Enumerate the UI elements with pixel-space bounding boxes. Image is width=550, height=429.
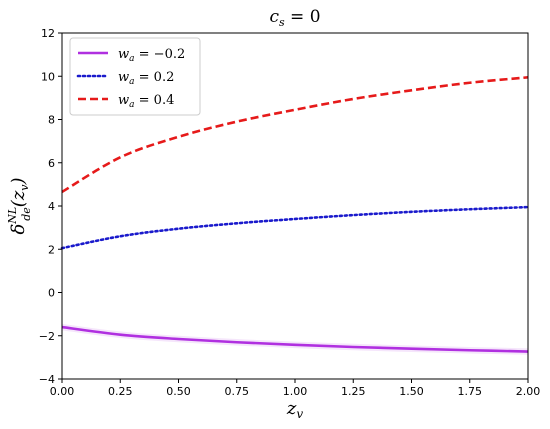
y-tick-label: −2 — [39, 330, 55, 343]
y-axis-label: δNLde(zv) — [6, 177, 33, 234]
y-tick-label: 12 — [41, 27, 55, 40]
y-tick-label: 6 — [48, 157, 55, 170]
y-tick-label: 8 — [48, 114, 55, 127]
x-tick-label: 1.00 — [283, 385, 308, 398]
y-tick-label: −4 — [39, 373, 55, 386]
y-tick-label: 4 — [48, 200, 55, 213]
x-tick-label: 1.50 — [399, 385, 424, 398]
legend-label-2: wa = 0.4 — [118, 93, 174, 110]
series-band-0 — [62, 323, 528, 355]
series-line-1 — [60, 205, 530, 250]
series-line-2 — [61, 76, 529, 194]
legend-box — [69, 37, 201, 116]
x-tick-label: 2.00 — [516, 385, 541, 398]
x-axis-label: zv — [286, 398, 303, 421]
legend-label-1: wa = 0.2 — [118, 70, 174, 87]
x-tick-label: 1.25 — [341, 385, 366, 398]
y-tick-label: 10 — [41, 70, 55, 83]
legend-label-0: wa = −0.2 — [118, 47, 185, 64]
x-tick-label: 0.50 — [166, 385, 191, 398]
x-tick-label: 0.00 — [50, 385, 75, 398]
series-line-0 — [61, 325, 529, 353]
x-tick-label: 0.75 — [225, 385, 250, 398]
x-tick-label: 0.25 — [108, 385, 133, 398]
x-tick-label: 1.75 — [458, 385, 483, 398]
y-tick-label: 0 — [48, 287, 55, 300]
y-tick-label: 2 — [48, 243, 55, 256]
chart-title: cs = 0 — [269, 7, 320, 29]
